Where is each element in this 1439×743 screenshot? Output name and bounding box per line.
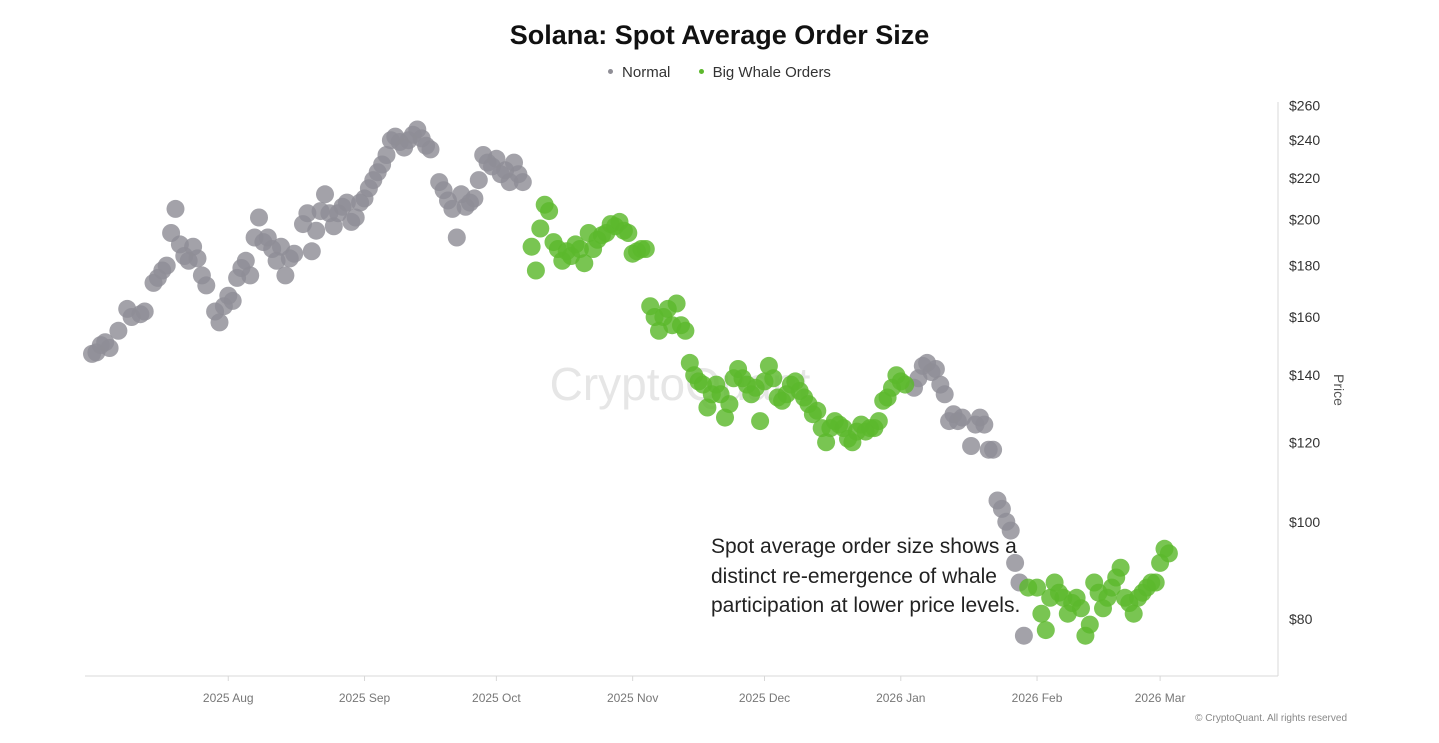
data-point-normal[interactable]: [513, 173, 532, 192]
data-point-big-whale-orders[interactable]: [808, 401, 827, 420]
data-point-big-whale-orders[interactable]: [1111, 558, 1130, 577]
x-tick-label: 2026 Feb: [1012, 691, 1063, 705]
y-tick-label: $180: [1289, 258, 1320, 274]
data-point-big-whale-orders[interactable]: [896, 375, 915, 394]
data-point-big-whale-orders[interactable]: [869, 412, 888, 431]
data-point-normal[interactable]: [197, 276, 216, 295]
legend-marker-big-whale-orders: [698, 68, 704, 74]
series-normal: [83, 120, 1033, 645]
data-point-big-whale-orders[interactable]: [1080, 615, 1099, 634]
data-point-normal[interactable]: [307, 221, 326, 240]
data-point-big-whale-orders[interactable]: [636, 240, 655, 258]
y-axis-label: Price: [1331, 374, 1347, 406]
data-point-normal[interactable]: [285, 244, 304, 263]
data-point-normal[interactable]: [250, 208, 268, 227]
data-point-big-whale-orders[interactable]: [1072, 599, 1090, 618]
series-big-whale-orders: [522, 195, 1178, 645]
data-point-big-whale-orders[interactable]: [1032, 604, 1051, 623]
y-tick-label: $220: [1289, 170, 1320, 186]
data-point-big-whale-orders[interactable]: [1124, 604, 1143, 623]
annotation-text: Spot average order size shows a distinct…: [711, 535, 1021, 617]
data-point-normal[interactable]: [1001, 521, 1020, 540]
legend-label-normal: Normal: [622, 64, 671, 81]
x-tick-label: 2025 Nov: [607, 691, 658, 705]
data-point-normal[interactable]: [337, 193, 356, 212]
data-point-normal[interactable]: [276, 266, 295, 285]
data-point-big-whale-orders[interactable]: [676, 321, 695, 340]
data-point-normal[interactable]: [298, 204, 317, 223]
data-point-normal[interactable]: [1006, 553, 1025, 572]
data-point-normal[interactable]: [962, 437, 981, 455]
data-point-big-whale-orders[interactable]: [1036, 621, 1055, 640]
y-tick-label: $80: [1289, 611, 1313, 627]
data-point-normal[interactable]: [302, 242, 321, 261]
data-point-big-whale-orders[interactable]: [526, 261, 545, 280]
y-tick-label: $100: [1289, 514, 1320, 530]
x-tick-label: 2025 Dec: [739, 691, 790, 705]
legend-marker-normal: [608, 68, 614, 74]
y-axis-ticks: $260 $240 $220 $200 $180 $160 $140 $120 $100 $80: [1289, 97, 1320, 627]
data-point-normal[interactable]: [241, 266, 260, 285]
x-tick-label: 2025 Sep: [339, 691, 391, 705]
y-tick-label: $160: [1289, 309, 1320, 325]
data-point-big-whale-orders[interactable]: [570, 240, 589, 258]
y-tick-label: $120: [1289, 434, 1320, 450]
data-point-normal[interactable]: [984, 440, 1003, 459]
data-point-big-whale-orders[interactable]: [751, 412, 770, 431]
copyright: © CryptoQuant. All rights reserved: [1195, 713, 1347, 724]
data-point-normal[interactable]: [935, 385, 954, 404]
data-point-normal[interactable]: [421, 140, 440, 159]
data-point-normal[interactable]: [926, 360, 945, 378]
data-point-normal[interactable]: [109, 321, 128, 340]
x-tick-label: 2025 Aug: [203, 691, 254, 705]
data-point-normal[interactable]: [447, 228, 466, 247]
legend: Normal Big Whale Orders: [0, 64, 1439, 81]
data-point-normal[interactable]: [236, 251, 255, 270]
data-point-big-whale-orders[interactable]: [764, 369, 783, 388]
data-point-normal[interactable]: [157, 256, 176, 275]
legend-label-big-whale-orders: Big Whale Orders: [712, 64, 831, 81]
data-point-big-whale-orders[interactable]: [716, 408, 734, 427]
x-tick-label: 2026 Mar: [1135, 691, 1186, 705]
data-point-normal[interactable]: [223, 291, 242, 310]
data-point-normal[interactable]: [346, 208, 365, 227]
data-point-normal[interactable]: [465, 189, 484, 208]
x-tick-label: 2025 Oct: [472, 691, 521, 705]
y-tick-label: $240: [1289, 132, 1320, 148]
y-tick-label: $260: [1289, 97, 1320, 113]
y-tick-label: $200: [1289, 212, 1320, 228]
data-point-big-whale-orders[interactable]: [667, 294, 686, 313]
data-point-normal[interactable]: [316, 185, 334, 204]
data-point-normal[interactable]: [469, 171, 488, 190]
legend-item-normal[interactable]: Normal: [608, 64, 670, 81]
data-point-normal[interactable]: [210, 313, 229, 332]
y-tick-label: $140: [1289, 367, 1320, 383]
chart-title: Solana: Spot Average Order Size: [509, 20, 930, 50]
data-point-normal[interactable]: [953, 408, 972, 427]
data-point-big-whale-orders[interactable]: [1028, 578, 1046, 597]
x-tick-label: 2026 Jan: [876, 691, 925, 705]
legend-item-big-whale-orders[interactable]: Big Whale Orders: [698, 64, 831, 81]
data-point-normal[interactable]: [443, 199, 462, 218]
data-point-big-whale-orders[interactable]: [1146, 573, 1165, 592]
data-point-normal[interactable]: [975, 415, 994, 434]
data-point-big-whale-orders[interactable]: [619, 224, 638, 242]
data-point-big-whale-orders[interactable]: [531, 219, 550, 238]
data-point-big-whale-orders[interactable]: [817, 433, 836, 452]
data-point-normal[interactable]: [135, 302, 154, 321]
data-point-big-whale-orders[interactable]: [540, 202, 559, 221]
data-point-big-whale-orders[interactable]: [720, 395, 739, 414]
x-axis-ticks: 2025 Aug 2025 Sep 2025 Oct 2025 Nov 2025 Dec…: [203, 676, 1186, 705]
data-point-normal[interactable]: [100, 339, 119, 357]
data-point-normal[interactable]: [377, 146, 396, 164]
data-point-big-whale-orders[interactable]: [522, 237, 541, 256]
data-point-normal[interactable]: [1014, 626, 1033, 645]
data-point-big-whale-orders[interactable]: [575, 254, 594, 273]
data-point-normal[interactable]: [166, 199, 185, 218]
data-point-big-whale-orders[interactable]: [1159, 544, 1178, 563]
data-point-normal[interactable]: [188, 249, 207, 268]
